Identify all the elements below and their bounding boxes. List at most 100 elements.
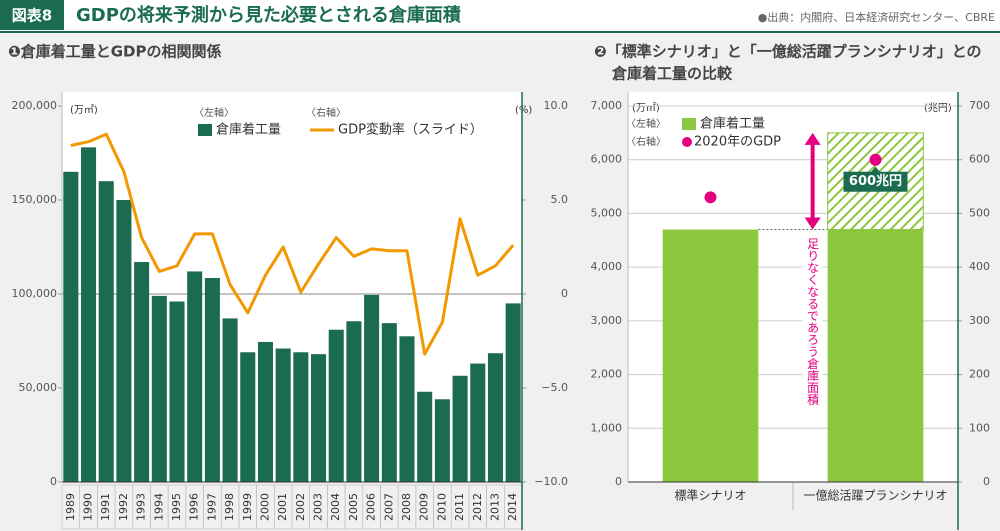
bar	[134, 262, 150, 482]
legend-swatch	[198, 124, 212, 136]
bar	[346, 321, 362, 482]
legend-label: 倉庫着工量	[216, 122, 281, 138]
y-tick-label: 4,000	[591, 260, 623, 273]
y2-tick-label: 100	[969, 421, 990, 434]
y2-unit: (%)	[515, 105, 532, 116]
x-tick-label: 2012	[471, 493, 484, 521]
chart-title: ❷「標準シナリオ」と「一億総活躍プランシナリオ」との	[594, 43, 982, 61]
bar	[293, 352, 309, 482]
x-tick-label: 2005	[347, 493, 360, 521]
bar	[240, 352, 256, 482]
legend-axis-label: 〈左軸〉	[194, 106, 234, 119]
x-tick-label: 1990	[82, 493, 95, 521]
legend-axis-label: 〈右軸〉	[626, 135, 666, 148]
bar	[204, 278, 220, 482]
bar	[187, 271, 203, 482]
x-tick-label: 2007	[382, 493, 395, 521]
bar	[116, 200, 132, 482]
x-tick-label: 1993	[135, 493, 148, 521]
y2-tick-label: 300	[969, 314, 990, 327]
x-tick-label: 1991	[99, 493, 112, 521]
x-tick-label: 1989	[64, 493, 77, 521]
y-tick-label: 6,000	[591, 153, 623, 166]
legend-axis-label: 〈右軸〉	[306, 106, 346, 119]
figure-label: 図表8	[12, 7, 52, 25]
bar	[364, 294, 380, 482]
y2-tick-label: 500	[969, 206, 990, 219]
annotation: 足りなくなるであろう倉庫面積	[806, 238, 820, 407]
x-tick-label: 1999	[241, 493, 254, 521]
y-tick-label: 7,000	[591, 99, 623, 112]
x-tick-label: 2000	[258, 493, 271, 521]
y-tick-label: 5,000	[591, 206, 623, 219]
x-tick-label: 2011	[453, 493, 466, 521]
chart-title: 倉庫着工量の比較	[611, 65, 733, 83]
y-tick-label: 0	[615, 475, 622, 488]
bar	[662, 229, 759, 482]
value-label-box	[843, 171, 908, 192]
x-tick-label: 2006	[365, 493, 378, 521]
y-tick-label: 50,000	[19, 381, 58, 394]
y2-tick-label: 10.0	[544, 99, 569, 112]
y-tick-label: 3,000	[591, 314, 623, 327]
y-tick-label: 100,000	[12, 287, 58, 300]
bar	[399, 336, 415, 482]
y-unit: (万㎡)	[632, 102, 660, 114]
y2-tick-label: −5.0	[541, 381, 568, 394]
chart-title: ❶倉庫着工量とGDPの相関関係	[8, 43, 221, 61]
legend-axis-label: 〈左軸〉	[626, 117, 666, 130]
y2-tick-label: 5.0	[551, 193, 569, 206]
legend-label: 倉庫着工量	[700, 116, 765, 132]
legend-label: GDP変動率（スライド）	[338, 122, 483, 138]
legend-swatch	[682, 118, 696, 130]
x-tick-label: 2010	[435, 493, 448, 521]
bar	[151, 295, 167, 482]
x-tick-label: 2008	[400, 493, 413, 521]
bar	[275, 348, 291, 482]
y2-tick-label: −10.0	[534, 475, 568, 488]
y2-tick-label: 600	[969, 153, 990, 166]
bar	[505, 303, 521, 482]
y-tick-label: 200,000	[12, 99, 58, 112]
point	[869, 153, 882, 166]
value-label: 600兆円	[849, 173, 902, 189]
bar	[487, 353, 503, 482]
source: ●出典：内閣府、日本経済研究センター、CBRE	[758, 10, 995, 24]
bar	[417, 391, 433, 482]
figure-label-box	[0, 0, 64, 30]
page-title: GDPの将来予測から見た必要とされる倉庫面積	[76, 4, 462, 26]
x-tick-label: 1997	[205, 493, 218, 521]
line-series	[70, 132, 515, 356]
y2-unit: (兆円)	[924, 102, 952, 114]
bar	[169, 301, 185, 482]
x-tick-label: 1992	[117, 493, 130, 521]
y2-tick-label: 0	[561, 287, 568, 300]
x-tick-label: 2002	[294, 493, 307, 521]
x-tick-label: 2001	[276, 493, 289, 521]
bar	[311, 354, 327, 482]
bar	[257, 341, 273, 482]
bar	[98, 181, 114, 482]
bar	[470, 363, 486, 482]
annotation-box	[802, 233, 823, 424]
bar	[328, 329, 344, 482]
x-tick-label: 2003	[312, 493, 325, 521]
y2-tick-label: 400	[969, 260, 990, 273]
bar	[452, 375, 468, 482]
y-tick-label: 0	[50, 475, 57, 488]
y2-tick-label: 200	[969, 368, 990, 381]
x-tick-label: 1998	[223, 493, 236, 521]
x-tick-label: 一億総活躍プランシナリオ	[803, 489, 947, 503]
x-tick-label: 2014	[506, 493, 519, 521]
x-tick-label: 2013	[488, 493, 501, 521]
bar	[81, 147, 97, 483]
label-pointer	[870, 166, 881, 173]
x-tick-label: 2009	[418, 493, 431, 521]
bar	[434, 399, 450, 482]
x-tick-label: 1996	[188, 493, 201, 521]
y2-tick-label: 0	[983, 475, 990, 488]
arrow-head	[804, 217, 821, 230]
y-tick-label: 150,000	[12, 193, 58, 206]
x-tick-label: 標準シナリオ	[674, 488, 746, 503]
y-unit: (万㎡)	[70, 104, 98, 116]
